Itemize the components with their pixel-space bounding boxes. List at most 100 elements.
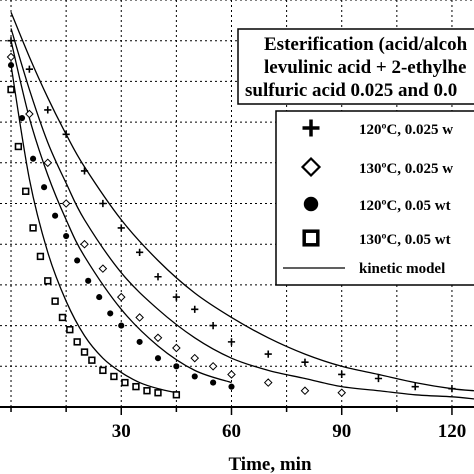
kinetic-model-curve xyxy=(10,40,232,384)
model-curves xyxy=(10,11,474,400)
data-point-diamond xyxy=(98,264,108,273)
legend-marker-diamond-icon xyxy=(300,156,322,178)
data-point-plus xyxy=(80,167,89,175)
data-point-diamond xyxy=(263,378,273,387)
data-point-plus xyxy=(209,322,217,330)
data-point-square xyxy=(110,372,118,381)
data-point-square xyxy=(121,378,129,387)
data-point-diamond xyxy=(80,239,89,249)
data-point-square xyxy=(14,142,23,151)
annotation-box: Esterification (acid/alcoh levulinic aci… xyxy=(237,28,474,105)
data-point-plus xyxy=(411,383,419,391)
legend: 120ºC, 0.025 w 130ºC, 0.025 w 120ºC, 0.0… xyxy=(275,110,474,286)
data-point-circle xyxy=(41,184,48,191)
data-point-diamond xyxy=(25,109,34,119)
data-point-diamond xyxy=(208,361,218,371)
data-markers xyxy=(6,37,456,399)
x-tick-label: 60 xyxy=(222,421,241,442)
data-point-circle xyxy=(30,155,37,162)
data-point-diamond xyxy=(337,388,347,398)
x-axis-title: Time, min xyxy=(228,454,311,474)
data-point-diamond xyxy=(153,333,163,343)
kinetic-model-curve xyxy=(10,28,474,400)
data-point-plus xyxy=(99,199,107,208)
legend-label-model: kinetic model xyxy=(359,261,445,277)
data-point-circle xyxy=(191,373,198,380)
x-tick-label: 90 xyxy=(332,421,351,442)
annotation-line-2: levulinic acid + 2-ethylhe xyxy=(264,57,466,78)
data-point-plus xyxy=(7,37,15,45)
data-point-plus xyxy=(62,130,70,138)
data-point-circle xyxy=(228,383,235,390)
data-point-square xyxy=(143,387,151,395)
legend-label-4: 130ºC, 0.05 wt xyxy=(359,232,451,248)
data-point-circle xyxy=(74,257,81,264)
data-point-plus xyxy=(264,350,272,358)
data-point-diamond xyxy=(300,386,310,396)
data-point-diamond xyxy=(116,292,126,302)
legend-marker-square-icon xyxy=(302,229,320,247)
data-point-square xyxy=(51,297,59,305)
data-point-plus xyxy=(227,338,236,346)
annotation-frame xyxy=(237,28,474,105)
x-tick-label: 120 xyxy=(438,421,467,442)
data-point-square xyxy=(172,391,181,399)
data-point-plus xyxy=(191,305,199,313)
data-point-circle xyxy=(136,338,143,345)
data-point-plus xyxy=(338,370,346,379)
annotation-line-1: Esterification (acid/alcoh xyxy=(264,34,468,55)
legend-label-3: 120ºC, 0.05 wt xyxy=(359,198,451,214)
legend-markers xyxy=(300,119,322,247)
data-point-square xyxy=(73,338,81,346)
data-point-square xyxy=(154,389,162,397)
data-point-plus xyxy=(154,273,162,281)
data-point-square xyxy=(132,382,140,391)
data-point-square xyxy=(44,277,52,285)
data-point-circle xyxy=(173,363,180,370)
kinetic-model-curve xyxy=(10,11,474,392)
data-point-diamond xyxy=(6,52,16,62)
legend-marker-circle-icon xyxy=(303,196,319,212)
data-point-diamond xyxy=(172,343,181,353)
legend-marker-plus-icon xyxy=(302,119,320,137)
data-point-circle xyxy=(63,233,70,240)
data-point-square xyxy=(29,224,37,232)
data-point-diamond xyxy=(135,313,144,322)
data-point-diamond xyxy=(190,353,200,363)
data-point-circle xyxy=(7,62,15,69)
data-point-diamond xyxy=(227,370,236,379)
data-point-circle xyxy=(210,379,217,386)
data-point-plus xyxy=(25,65,33,73)
data-point-circle xyxy=(52,212,59,219)
kinetic-model-curve xyxy=(10,65,177,394)
data-point-circle xyxy=(118,322,125,329)
data-point-plus xyxy=(301,358,309,366)
legend-label-2: 130ºC, 0.025 w xyxy=(359,161,453,177)
data-point-square xyxy=(99,366,107,375)
data-point-square xyxy=(22,187,30,195)
data-point-plus xyxy=(448,385,456,393)
data-point-square xyxy=(36,252,45,261)
data-point-circle xyxy=(107,310,114,317)
data-point-square xyxy=(7,85,15,94)
data-point-plus xyxy=(374,374,383,383)
x-tick-label: 30 xyxy=(112,421,131,442)
data-point-diamond xyxy=(61,199,71,208)
legend-label-1: 120ºC, 0.025 w xyxy=(359,122,453,138)
data-point-square xyxy=(80,348,89,356)
data-point-plus xyxy=(117,224,125,232)
data-point-plus xyxy=(136,248,144,256)
data-point-square xyxy=(88,356,96,364)
annotation-line-3: sulfuric acid 0.025 and 0.0 xyxy=(245,80,457,101)
data-point-square xyxy=(66,325,74,334)
x-axis-ticks: 30 60 90 120 xyxy=(10,407,467,442)
data-point-circle xyxy=(85,277,92,284)
data-point-diamond xyxy=(43,158,53,168)
data-point-plus xyxy=(172,293,180,301)
data-point-circle xyxy=(154,355,162,362)
data-point-square xyxy=(58,313,67,322)
data-point-circle xyxy=(18,114,26,122)
data-point-plus xyxy=(44,106,52,114)
data-point-circle xyxy=(96,294,103,301)
